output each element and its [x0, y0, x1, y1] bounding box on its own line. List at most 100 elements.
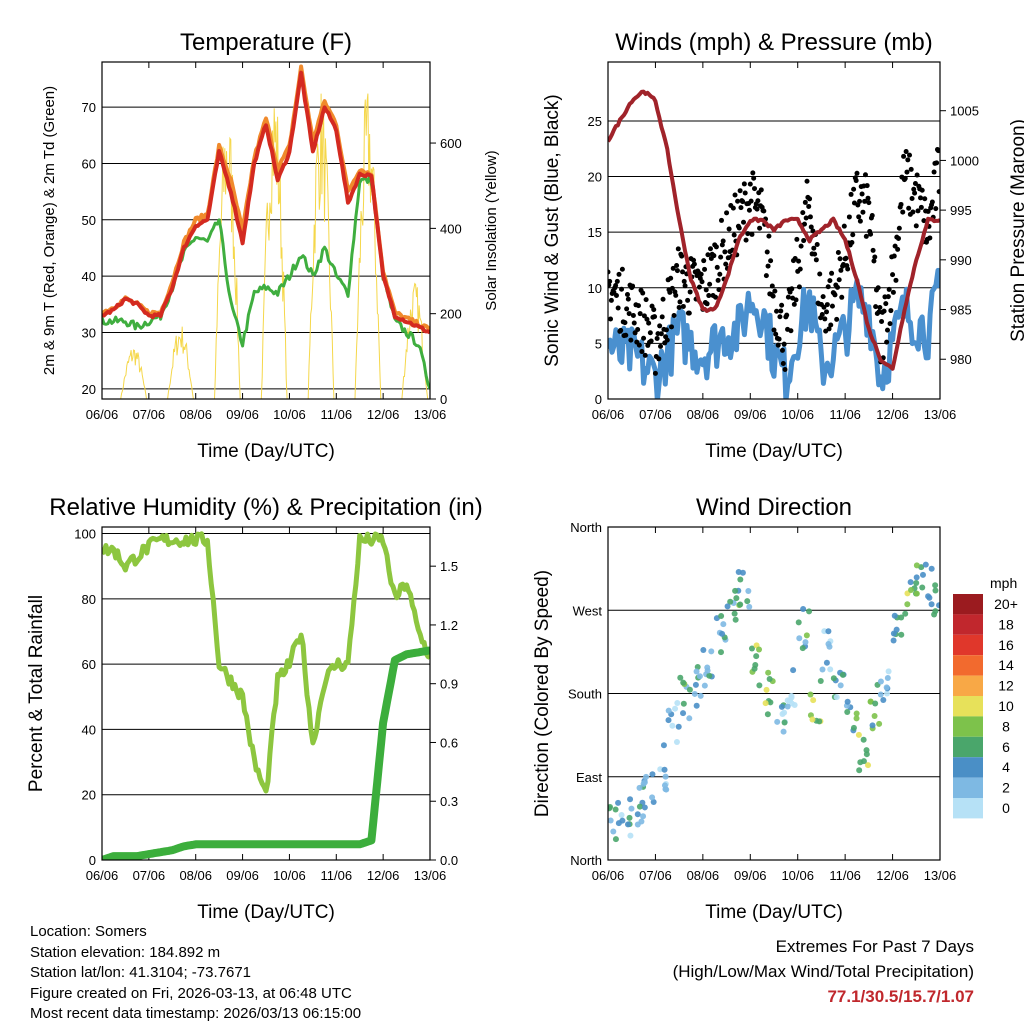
direction-point — [615, 799, 622, 806]
legend-swatch — [953, 696, 983, 717]
y-tick-label-right: 0.6 — [440, 735, 458, 750]
gust-point — [667, 289, 673, 295]
gust-point — [886, 286, 892, 292]
y-tick-label-right: 1.5 — [440, 559, 458, 574]
gust-point — [922, 196, 928, 202]
gust-point — [788, 328, 794, 334]
y-axis-label-right: Solar Insolation (Yellow) — [483, 150, 500, 310]
gust-point — [821, 304, 827, 310]
figure-created: Figure created on Fri, 2026-03-13, at 06… — [30, 984, 352, 1002]
x-axis-label: Time (Day/UTC) — [197, 441, 335, 462]
direction-point — [680, 710, 687, 717]
direction-point — [819, 666, 826, 673]
precipitation-line — [102, 646, 430, 860]
direction-point — [867, 698, 874, 705]
gust-point — [675, 246, 681, 252]
gust-point — [781, 341, 787, 347]
direction-point — [660, 742, 667, 749]
gust-point — [669, 324, 675, 330]
direction-point — [717, 649, 724, 656]
direction-point — [692, 681, 699, 688]
direction-point — [640, 813, 647, 820]
gust-point — [685, 297, 691, 303]
direction-point — [731, 610, 738, 617]
gust-point — [773, 331, 779, 337]
gust-point — [751, 175, 757, 181]
direction-point — [781, 719, 788, 726]
gust-point — [752, 186, 758, 192]
direction-point — [643, 773, 650, 780]
y-tick-label: North — [570, 520, 602, 535]
x-tick-label: 09/06 — [734, 868, 767, 883]
gust-point — [680, 303, 686, 309]
gust-point — [825, 284, 831, 290]
legend-label: 10 — [998, 698, 1014, 714]
x-tick-label: 11/06 — [320, 407, 352, 422]
gust-point — [768, 258, 774, 264]
y-tick-label-right: 1005 — [950, 104, 979, 119]
gust-point — [898, 201, 904, 207]
chart-title: Wind Direction — [696, 494, 852, 521]
legend-label: 18 — [998, 616, 1014, 632]
direction-point — [913, 574, 920, 581]
gust-point — [832, 292, 838, 298]
gust-point — [836, 277, 842, 283]
direction-point — [932, 587, 939, 594]
direction-point — [694, 663, 701, 670]
gust-point — [644, 316, 650, 322]
chart-title: Relative Humidity (%) & Precipitation (i… — [49, 494, 482, 521]
legend-swatch — [953, 634, 983, 656]
direction-point — [674, 700, 681, 707]
direction-point — [626, 814, 633, 821]
legend-swatch — [953, 675, 983, 696]
gust-point — [851, 186, 857, 192]
gust-point — [718, 217, 724, 223]
gust-point — [657, 323, 663, 329]
direction-point — [748, 645, 755, 652]
gust-point — [870, 247, 876, 253]
solar-insolation-line — [120, 349, 147, 399]
gust-point — [746, 207, 752, 213]
pressure-line — [608, 89, 940, 371]
gust-point — [624, 306, 630, 312]
gust-point — [935, 148, 940, 154]
y-axis-label: 2m & 9m T (Red, Orange) & 2m Td (Green) — [41, 86, 58, 375]
direction-point — [844, 698, 851, 705]
gust-point — [640, 290, 646, 296]
gust-point — [912, 180, 918, 186]
gust-point — [608, 282, 612, 288]
dewpoint-line — [102, 175, 430, 390]
solar-insolation-line — [307, 93, 335, 399]
gust-point — [658, 343, 664, 349]
gust-point — [674, 268, 680, 274]
direction-point — [641, 804, 648, 811]
legend-swatch — [953, 777, 983, 798]
direction-point — [756, 682, 763, 689]
gust-point — [794, 236, 800, 242]
gust-point — [766, 233, 772, 239]
direction-point — [891, 612, 898, 619]
x-tick-label: 10/06 — [273, 868, 306, 883]
gust-point — [659, 314, 665, 320]
gust-point — [903, 149, 909, 155]
gust-point — [652, 314, 658, 320]
gust-point — [819, 311, 825, 317]
gust-point — [918, 195, 924, 201]
direction-point — [833, 694, 840, 701]
gust-point — [806, 203, 812, 209]
gust-point — [900, 209, 906, 215]
y-tick-label: 70 — [82, 100, 96, 115]
gust-point — [875, 285, 881, 291]
direction-point — [880, 697, 887, 704]
x-tick-label: 07/06 — [639, 868, 672, 883]
x-axis-label: Time (Day/UTC) — [705, 902, 843, 923]
direction-point — [669, 722, 676, 729]
y-tick-label: 30 — [82, 326, 96, 341]
extremes-title: Extremes For Past 7 Days — [775, 937, 974, 956]
direction-point — [693, 702, 700, 709]
gust-point — [869, 212, 875, 218]
direction-point — [806, 608, 813, 615]
gust-point — [673, 292, 679, 298]
direction-point — [908, 587, 915, 594]
gust-point — [660, 296, 666, 302]
